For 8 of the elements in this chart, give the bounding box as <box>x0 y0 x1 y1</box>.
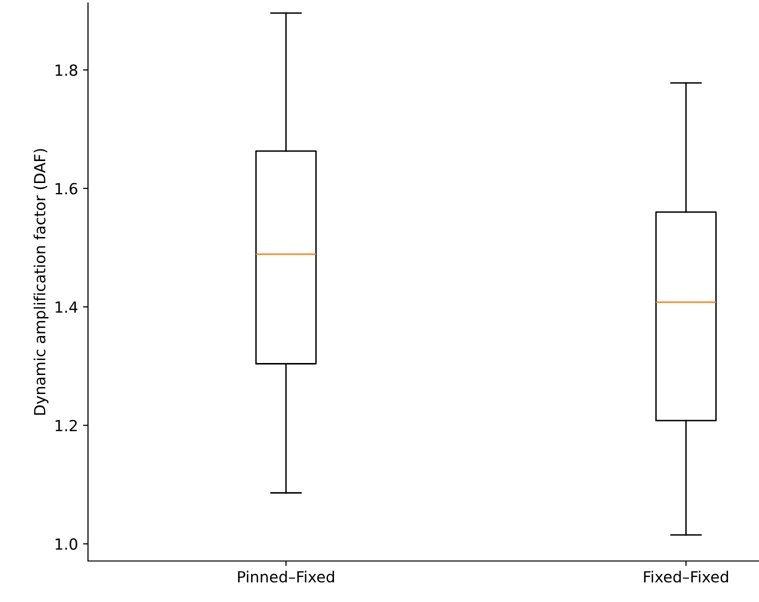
y-axis-title: Dynamic amplification factor (DAF) <box>34 149 48 415</box>
y-tick-label: 1.2 <box>56 420 77 432</box>
y-tick-label: 1.8 <box>56 64 78 76</box>
y-tick-label: 1.4 <box>56 302 78 313</box>
x-tick-label: Pinned–Fixed <box>238 570 334 583</box>
y-tick-label: 1.6 <box>56 182 78 194</box>
x-tick-label: Fixed–Fixed <box>644 570 728 583</box>
y-tick-label: 1.0 <box>56 538 78 550</box>
